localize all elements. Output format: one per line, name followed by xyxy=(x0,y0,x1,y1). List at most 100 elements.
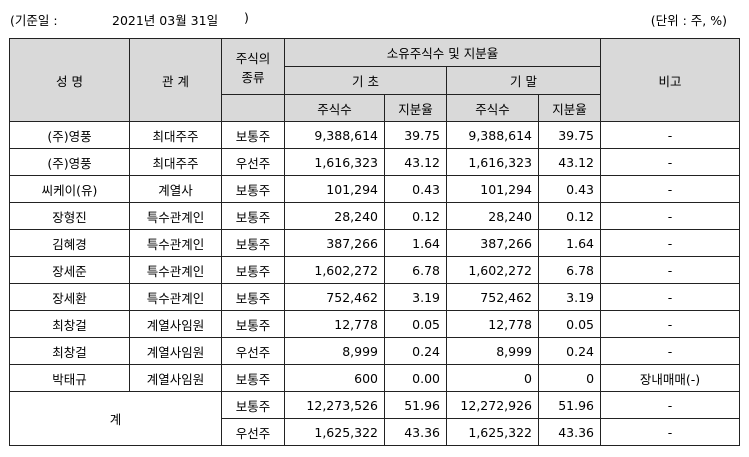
cell-type: 보통주 xyxy=(221,175,285,203)
cell-remark: - xyxy=(600,202,741,230)
cell-end-ratio: 1.64 xyxy=(537,229,602,257)
cell-end-ratio: 39.75 xyxy=(537,121,602,149)
cell-remark: - xyxy=(600,310,741,338)
col-ownership-header: 소유주식수 및 지분율 xyxy=(283,38,602,67)
cell-end-shares: 1,625,322 xyxy=(446,418,539,446)
cell-start-ratio: 0.12 xyxy=(384,202,447,230)
cell-relation: 계열사임원 xyxy=(129,364,222,392)
stock-type-line1: 주식의 xyxy=(235,50,271,66)
cell-name: 최창걸 xyxy=(9,310,130,338)
cell-end-shares: 1,616,323 xyxy=(446,148,539,176)
cell-start-shares: 1,602,272 xyxy=(284,256,385,284)
cell-type: 우선주 xyxy=(221,418,285,446)
cell-end-shares: 8,999 xyxy=(446,337,539,365)
cell-relation: 특수관계인 xyxy=(129,202,222,230)
cell-remark: - xyxy=(600,229,741,257)
table-header: 성 명 관 계 주식의 종류 소유주식수 및 지분율 비고 기 초 기 말 주식… xyxy=(9,38,741,122)
cell-relation: 계열사임원 xyxy=(129,337,222,365)
col-stock-type-blank xyxy=(221,94,285,122)
table-row: 씨케이(유) 계열사 보통주 101,294 0.43 101,294 0.43… xyxy=(9,175,741,203)
cell-remark: - xyxy=(600,148,741,176)
cell-end-shares: 752,462 xyxy=(446,283,539,311)
cell-remark: - xyxy=(600,337,741,365)
cell-relation: 최대주주 xyxy=(129,148,222,176)
cell-end-ratio: 43.12 xyxy=(537,148,602,176)
cell-start-shares: 101,294 xyxy=(284,175,385,203)
base-date-close: ) xyxy=(244,10,249,25)
cell-end-shares: 387,266 xyxy=(446,229,539,257)
cell-start-shares: 8,999 xyxy=(284,337,385,365)
cell-end-ratio: 3.19 xyxy=(537,283,602,311)
cell-name: (주)영풍 xyxy=(9,121,130,149)
cell-remark: 장내매매(-) xyxy=(600,364,741,392)
cell-remark: - xyxy=(600,283,741,311)
cell-type: 보통주 xyxy=(221,391,285,419)
table-row: 장세환 특수관계인 보통주 752,462 3.19 752,462 3.19 … xyxy=(9,283,741,311)
col-period-start-header: 기 초 xyxy=(284,66,447,95)
cell-remark: - xyxy=(600,418,741,446)
cell-start-ratio: 0.43 xyxy=(384,175,447,203)
cell-start-ratio: 0.00 xyxy=(384,364,447,392)
cell-type: 보통주 xyxy=(221,310,285,338)
cell-end-ratio: 0.43 xyxy=(537,175,602,203)
cell-type: 우선주 xyxy=(221,148,285,176)
cell-end-ratio: 43.36 xyxy=(537,418,602,446)
cell-end-shares: 12,778 xyxy=(446,310,539,338)
cell-name: 김혜경 xyxy=(9,229,130,257)
total-row: 계 보통주 12,273,526 51.96 12,272,926 51.96 … xyxy=(9,391,741,446)
unit-label: (단위 : 주, %) xyxy=(650,13,727,28)
table-row: 최창걸 계열사임원 우선주 8,999 0.24 8,999 0.24 - xyxy=(9,337,741,365)
cell-start-shares: 28,240 xyxy=(284,202,385,230)
col-period-end-header: 기 말 xyxy=(445,66,602,95)
cell-start-shares: 12,778 xyxy=(284,310,385,338)
cell-type: 보통주 xyxy=(221,256,285,284)
cell-end-ratio: 51.96 xyxy=(537,391,602,419)
cell-start-shares: 387,266 xyxy=(284,229,385,257)
cell-relation: 특수관계인 xyxy=(129,283,222,311)
col-relation-header: 관 계 xyxy=(129,38,222,122)
cell-relation: 계열사 xyxy=(129,175,222,203)
cell-name: 장형진 xyxy=(9,202,130,230)
cell-name: 박태규 xyxy=(9,364,130,392)
cell-start-shares: 9,388,614 xyxy=(284,121,385,149)
cell-start-ratio: 51.96 xyxy=(384,391,447,419)
cell-end-shares: 28,240 xyxy=(446,202,539,230)
cell-remark: - xyxy=(600,391,741,419)
cell-relation: 특수관계인 xyxy=(129,256,222,284)
table-row: 김혜경 특수관계인 보통주 387,266 1.64 387,266 1.64 … xyxy=(9,229,741,257)
cell-start-ratio: 39.75 xyxy=(384,121,447,149)
cell-remark: - xyxy=(600,121,741,149)
cell-type: 보통주 xyxy=(221,283,285,311)
cell-name: (주)영풍 xyxy=(9,148,130,176)
cell-start-shares: 1,616,323 xyxy=(284,148,385,176)
cell-end-shares: 101,294 xyxy=(446,175,539,203)
shareholder-table: 성 명 관 계 주식의 종류 소유주식수 및 지분율 비고 기 초 기 말 주식… xyxy=(9,38,741,446)
cell-start-shares: 1,625,322 xyxy=(284,418,385,446)
cell-type: 보통주 xyxy=(221,121,285,149)
col-name-header: 성 명 xyxy=(9,38,130,122)
cell-relation: 계열사임원 xyxy=(129,310,222,338)
cell-start-ratio: 3.19 xyxy=(384,283,447,311)
cell-type: 보통주 xyxy=(221,229,285,257)
cell-start-shares: 752,462 xyxy=(284,283,385,311)
cell-remark: - xyxy=(600,175,741,203)
total-row: 우선주 1,625,322 43.36 1,625,322 43.36 - xyxy=(10,418,741,446)
cell-name: 씨케이(유) xyxy=(9,175,130,203)
cell-start-shares: 12,273,526 xyxy=(284,391,385,419)
cell-end-ratio: 6.78 xyxy=(537,256,602,284)
cell-start-ratio: 6.78 xyxy=(384,256,447,284)
col-start-shares-header: 주식수 xyxy=(284,94,385,122)
cell-end-ratio: 0.05 xyxy=(537,310,602,338)
col-start-ratio-header: 지분율 xyxy=(384,94,447,122)
cell-name: 장세환 xyxy=(9,283,130,311)
cell-start-ratio: 43.36 xyxy=(384,418,447,446)
cell-end-shares: 0 xyxy=(446,364,539,392)
cell-relation: 최대주주 xyxy=(129,121,222,149)
cell-end-ratio: 0 xyxy=(537,364,602,392)
cell-type: 보통주 xyxy=(221,364,285,392)
cell-start-ratio: 0.05 xyxy=(384,310,447,338)
cell-start-shares: 600 xyxy=(284,364,385,392)
table-row: (주)영풍 최대주주 우선주 1,616,323 43.12 1,616,323… xyxy=(9,148,741,176)
base-date-value: 2021년 03월 31일 xyxy=(112,13,219,28)
cell-name: 장세준 xyxy=(9,256,130,284)
